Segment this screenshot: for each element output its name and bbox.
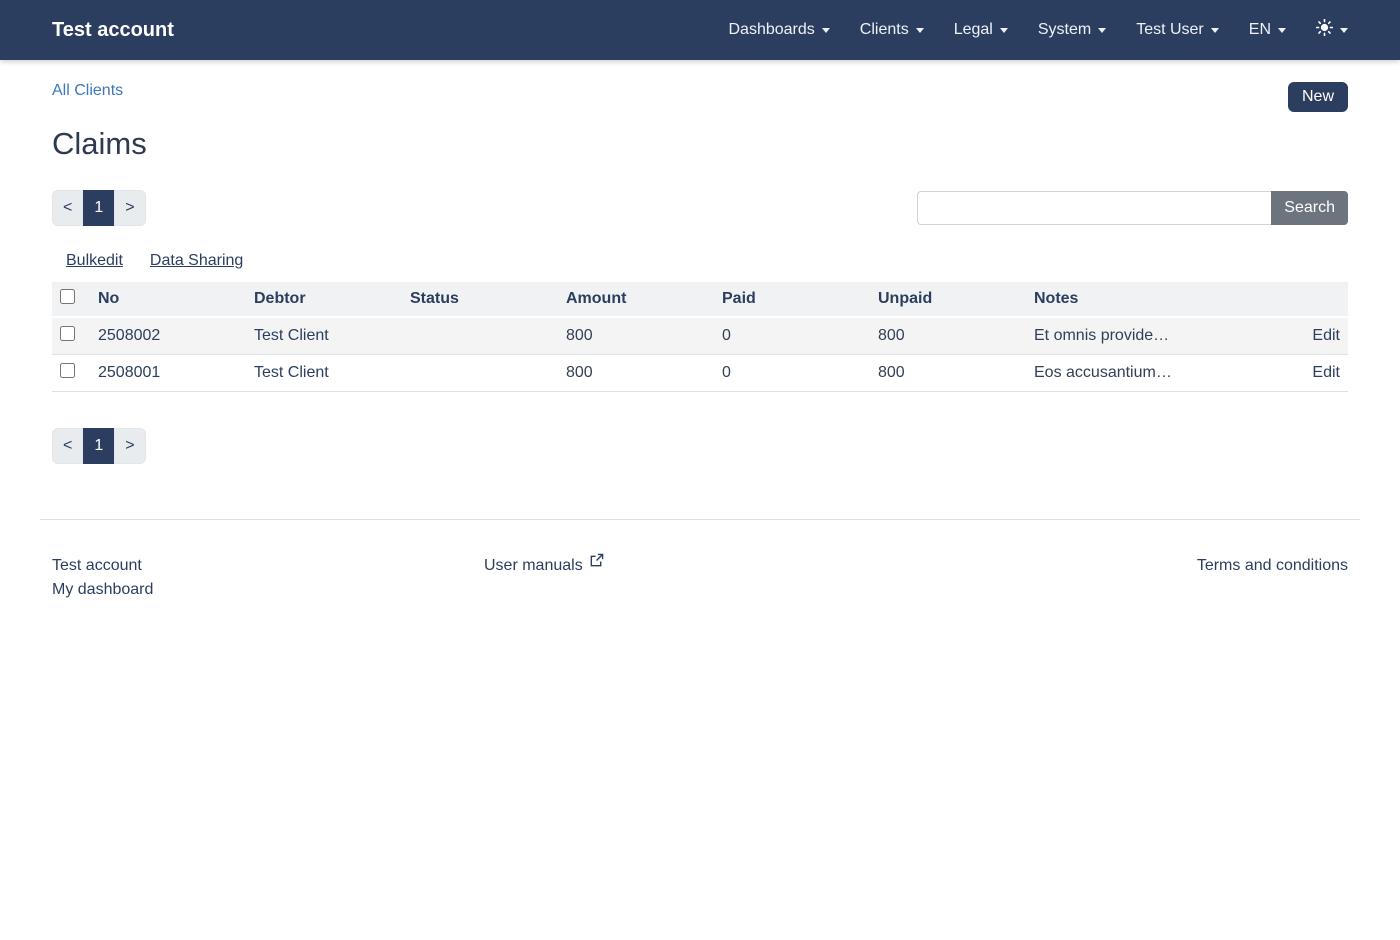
- column-header-status: Status: [410, 290, 459, 307]
- row-checkbox[interactable]: [60, 326, 75, 341]
- nav-dashboards-dropdown[interactable]: Dashboards: [729, 21, 830, 39]
- caret-down-icon: [1278, 27, 1286, 33]
- select-all-checkbox[interactable]: [60, 289, 75, 304]
- column-header-edit: [1182, 282, 1348, 317]
- nav-dashboards-label: Dashboards: [728, 21, 815, 38]
- nav-user-dropdown[interactable]: Test User: [1136, 21, 1219, 39]
- page-title: Claims: [52, 126, 147, 161]
- search-button[interactable]: Search: [1271, 191, 1348, 225]
- my-dashboard-link[interactable]: My dashboard: [52, 581, 154, 598]
- pagination-prev-button[interactable]: <: [52, 428, 84, 464]
- notes-cell: Et omnis provident…: [1034, 327, 1182, 344]
- nav-clients-label: Clients: [859, 21, 909, 38]
- table-header-row: No Debtor Status Amount Paid Unpaid Note…: [52, 282, 1348, 317]
- new-button[interactable]: New: [1287, 82, 1348, 112]
- nav-system-dropdown[interactable]: System: [1037, 21, 1107, 39]
- unpaid-cell: 800: [878, 364, 905, 381]
- claim-no-link[interactable]: 2508001: [98, 364, 161, 381]
- search-input[interactable]: [917, 191, 1272, 225]
- table-row: 2508001 Test Client 800 0 800 Eos accusa…: [52, 355, 1348, 392]
- nav-legal-label: Legal: [953, 21, 993, 38]
- column-header-debtor: Debtor: [254, 290, 306, 307]
- paid-cell: 0: [722, 327, 731, 344]
- claims-table: No Debtor Status Amount Paid Unpaid Note…: [52, 282, 1348, 392]
- debtor-link[interactable]: Test Client: [254, 364, 329, 381]
- nav-user-label: Test User: [1136, 21, 1204, 38]
- caret-down-icon: [1098, 27, 1107, 33]
- row-checkbox[interactable]: [60, 363, 75, 378]
- footer: Test account My dashboard User manuals T…: [40, 552, 1360, 602]
- status-cell: [402, 355, 558, 392]
- notes-cell: Eos accusantium …: [1034, 364, 1177, 381]
- amount-cell: 800: [566, 364, 593, 381]
- all-clients-link[interactable]: All Clients: [52, 82, 124, 99]
- column-header-amount: Amount: [566, 290, 627, 307]
- pagination-next-button[interactable]: >: [114, 190, 146, 226]
- top-navbar: Test account Dashboards Clients Legal Sy…: [0, 0, 1400, 60]
- unpaid-cell: 800: [878, 327, 905, 344]
- caret-down-icon: [1210, 27, 1219, 33]
- pagination-top: < 1 >: [52, 190, 146, 226]
- caret-down-icon: [915, 27, 924, 33]
- pagination-page-1[interactable]: 1: [83, 190, 115, 226]
- pagination-next-button[interactable]: >: [114, 428, 146, 464]
- terms-link[interactable]: Terms and conditions: [1196, 557, 1348, 574]
- data-sharing-link[interactable]: Data Sharing: [149, 252, 244, 269]
- paid-cell: 0: [722, 364, 731, 381]
- nav-language-dropdown[interactable]: EN: [1249, 21, 1286, 39]
- debtor-link[interactable]: Test Client: [254, 327, 329, 344]
- status-cell: [402, 317, 558, 355]
- edit-link[interactable]: Edit: [1312, 364, 1340, 381]
- caret-down-icon: [821, 27, 830, 33]
- caret-down-icon: [999, 27, 1008, 33]
- column-header-unpaid: Unpaid: [878, 290, 933, 307]
- claim-no-link[interactable]: 2508002: [98, 327, 161, 344]
- breadcrumb: All Clients New: [52, 82, 1348, 112]
- nav-system-label: System: [1037, 21, 1092, 38]
- pagination-bottom: < 1 >: [52, 428, 1348, 464]
- search-form: Search: [917, 191, 1348, 225]
- footer-account-name: Test account: [52, 557, 142, 574]
- user-manuals-label: User manuals: [484, 557, 583, 574]
- bulkedit-link[interactable]: Bulkedit: [66, 252, 123, 269]
- user-manuals-link[interactable]: User manuals: [484, 552, 604, 578]
- pagination-prev-button[interactable]: <: [52, 190, 84, 226]
- column-header-notes: Notes: [1034, 290, 1079, 307]
- footer-divider: [40, 519, 1360, 520]
- sun-icon: [1315, 18, 1334, 41]
- column-header-no: No: [98, 290, 120, 307]
- nav-clients-dropdown[interactable]: Clients: [860, 21, 924, 39]
- amount-cell: 800: [566, 327, 593, 344]
- nav-legal-dropdown[interactable]: Legal: [954, 21, 1008, 39]
- brand-link[interactable]: Test account: [52, 18, 174, 41]
- edit-link[interactable]: Edit: [1312, 327, 1340, 344]
- navbar-menu: Dashboards Clients Legal System Test Use…: [729, 18, 1348, 41]
- nav-theme-dropdown[interactable]: [1315, 18, 1348, 41]
- caret-down-icon: [1340, 27, 1348, 33]
- table-row: 2508002 Test Client 800 0 800 Et omnis p…: [52, 317, 1348, 355]
- pagination-page-1[interactable]: 1: [83, 428, 115, 464]
- column-header-paid: Paid: [722, 290, 756, 307]
- external-link-icon: [589, 552, 604, 576]
- nav-language-label: EN: [1248, 21, 1271, 38]
- table-actions: Bulkedit Data Sharing: [66, 252, 1348, 270]
